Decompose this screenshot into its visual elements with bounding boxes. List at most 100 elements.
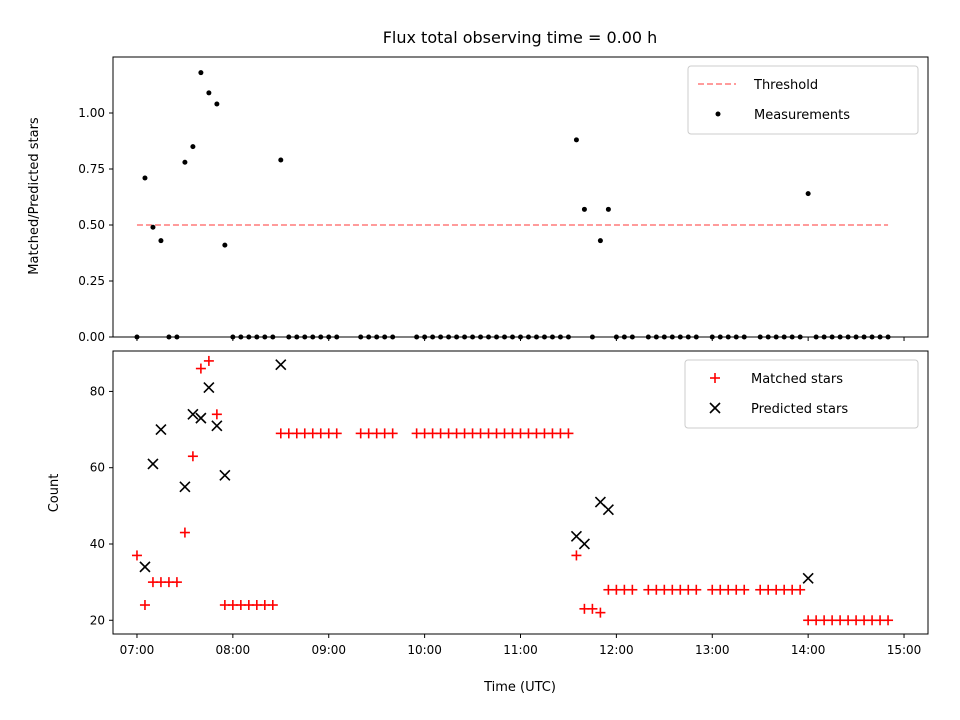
measurement-point (358, 334, 364, 340)
y-tick-label: 0.75 (78, 162, 105, 176)
measurement-point (422, 334, 428, 340)
measurement-point (310, 334, 316, 340)
y-tick-label: 0.25 (78, 274, 105, 288)
predicted-star-marker (219, 469, 231, 481)
measurement-point (166, 334, 172, 340)
measurement-point (414, 334, 420, 340)
measurement-point (861, 334, 867, 340)
measurement-point (302, 334, 308, 340)
predicted-star-marker (139, 561, 151, 573)
measurement-point (597, 238, 603, 244)
legend-measurement-swatch (715, 111, 721, 117)
measurement-point (134, 334, 140, 340)
measurement-point (326, 334, 332, 340)
measurement-point (334, 334, 340, 340)
measurement-point (150, 224, 156, 230)
bottom-y-axis-label: Count (47, 474, 62, 513)
matched-star-marker (571, 550, 582, 561)
matched-star-marker (627, 584, 638, 595)
measurement-point (557, 334, 563, 340)
measurement-point (565, 334, 571, 340)
measurement-point (430, 334, 436, 340)
matched-star-marker (139, 600, 150, 611)
matched-star-marker (883, 615, 894, 626)
measurement-point (877, 334, 883, 340)
measurement-point (494, 334, 500, 340)
measurement-point (533, 334, 539, 340)
matched-star-marker (331, 428, 342, 439)
measurement-point (885, 334, 891, 340)
measurement-point (294, 334, 300, 340)
measurement-point (318, 334, 324, 340)
measurement-point (813, 334, 819, 340)
y-tick-label: 40 (90, 537, 105, 551)
bottom-panel: 20 40 60 80 07:00 08:00 09:00 10:00 11:00 12:00 13… (90, 350, 929, 657)
matched-star-marker (587, 603, 598, 614)
legend-matched-swatch (710, 373, 720, 383)
legend: Threshold Measurements (687, 65, 919, 135)
x-tick-label: 07:00 (120, 643, 155, 657)
predicted-star-marker (195, 412, 207, 424)
measurement-point (382, 334, 388, 340)
measurement-point (518, 334, 523, 340)
predicted-star-marker (187, 408, 199, 420)
measurement-point (549, 334, 555, 340)
measurement-point (645, 334, 651, 340)
measurement-point (158, 238, 164, 244)
measurement-point (214, 101, 220, 107)
x-tick-label: 08:00 (216, 643, 251, 657)
top-y-axis-label: Matched/Predicted stars (27, 117, 42, 275)
predicted-star-marker (203, 382, 215, 394)
measurement-point (765, 334, 771, 340)
measurement-point (829, 334, 835, 340)
y-tick-label: 60 (90, 461, 105, 475)
matched-star-marker (563, 428, 574, 439)
legend-box (687, 65, 919, 135)
predicted-star-marker (578, 538, 590, 550)
x-tick-label: 09:00 (311, 643, 346, 657)
legend-label: Matched stars (751, 372, 843, 387)
measurement-point (693, 334, 699, 340)
measurement-point (821, 334, 827, 340)
matched-star-marker (795, 584, 806, 595)
x-axis-label: Time (UTC) (483, 680, 556, 695)
measurement-point (262, 334, 268, 340)
x-tick-label: 14:00 (791, 643, 826, 657)
x-tick-label: 11:00 (503, 643, 538, 657)
measurement-point (230, 334, 236, 340)
chart-title: Flux total observing time = 0.00 h (383, 28, 658, 47)
measurement-point (462, 334, 468, 340)
measurement-point (366, 334, 372, 340)
measurement-point (573, 137, 579, 143)
measurement-point (478, 334, 484, 340)
measurement-point (142, 175, 148, 181)
measurement-point (390, 334, 396, 340)
measurement-point (805, 191, 811, 197)
measurement-point (773, 334, 779, 340)
measurement-point (781, 334, 787, 340)
matched-star-marker (195, 363, 206, 374)
matched-star-marker (187, 451, 198, 462)
measurement-point (510, 334, 516, 340)
measurement-point (653, 334, 659, 340)
measurement-point (190, 144, 196, 150)
top-panel: 0.00 0.25 0.50 0.75 1.00 Threshold Measurement… (78, 56, 929, 344)
matched-star-marker (203, 355, 214, 366)
measurement-point (278, 157, 284, 163)
measurement-point (454, 334, 460, 340)
matched-star-marker (387, 428, 398, 439)
matched-star-marker (595, 607, 606, 618)
measurement-point (717, 334, 723, 340)
measurement-point (853, 334, 859, 340)
predicted-star-marker (155, 424, 167, 436)
legend-label: Measurements (754, 108, 850, 123)
y-tick-label: 1.00 (78, 106, 105, 120)
measurement-point (198, 70, 204, 76)
measurement-point (869, 334, 875, 340)
measurement-point (541, 334, 547, 340)
x-tick-label: 15:00 (887, 643, 922, 657)
measurement-point (733, 334, 739, 340)
measurement-point (374, 334, 380, 340)
predicted-star-marker (211, 420, 223, 432)
